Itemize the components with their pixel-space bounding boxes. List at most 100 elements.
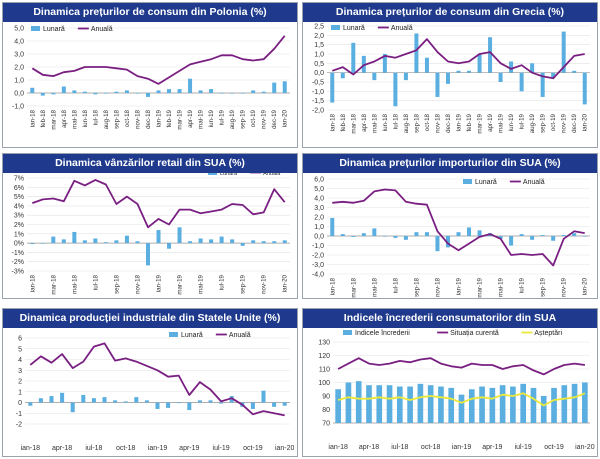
bar — [582, 382, 588, 423]
bar — [572, 70, 577, 73]
x-tick-label: aug-19 — [529, 113, 536, 133]
x-tick-label: nov-19 — [561, 113, 568, 132]
y-tick-label: 130 — [318, 340, 330, 347]
chart-title: Dinamica prețurilor importurilor din SUA… — [303, 154, 597, 173]
x-tick-label: iul-19 — [519, 113, 526, 129]
bar — [427, 385, 434, 423]
y-tick-label: 2,0 — [314, 33, 324, 40]
bar — [155, 402, 160, 409]
bar — [424, 57, 429, 73]
legend-label: Lunară — [475, 179, 497, 186]
bar — [458, 394, 465, 423]
x-tick-label: iul-18 — [92, 109, 99, 125]
bar — [530, 63, 535, 73]
x-tick-label: oct-18 — [116, 445, 136, 452]
x-tick-label: apr-18 — [359, 444, 379, 451]
bar — [250, 402, 255, 409]
chart-title: Dinamica producției industriale din Stat… — [3, 309, 297, 328]
bar — [282, 240, 287, 244]
bar — [351, 236, 356, 237]
bar — [396, 386, 403, 423]
chart-panel-incredere-sua: Indicele încrederii consumatorilor din S… — [302, 308, 598, 457]
chart-svg: 70 80 90 100 110 120 130 ian-18 apr-18 iul-18 oct-… — [318, 330, 595, 451]
bar — [124, 235, 129, 244]
bar — [198, 238, 203, 244]
legend-label: Lunară — [181, 332, 203, 339]
bar — [561, 31, 566, 73]
bar — [551, 387, 557, 423]
bar — [91, 398, 96, 403]
bar — [382, 236, 387, 237]
x-tick-label: ian-19 — [148, 445, 168, 452]
bar — [261, 91, 266, 93]
x-tick-label: mar-19 — [477, 113, 484, 133]
x-tick-label: mar-18 — [50, 274, 57, 294]
bar — [403, 236, 408, 240]
y-tick-label: 4,0 — [14, 39, 24, 46]
x-tick-label: feb-18 — [340, 113, 347, 131]
y-tick-label: 3,0 — [14, 52, 24, 59]
legend-label: Lunară — [43, 26, 65, 33]
bar — [477, 54, 482, 73]
x-tick-label: iul-18 — [85, 445, 102, 452]
bar — [498, 236, 503, 239]
y-tick-label: 1,0 — [314, 52, 324, 59]
x-tick-label: iul-18 — [392, 113, 399, 129]
series-line — [332, 38, 585, 80]
x-tick-label: nov-18 — [434, 277, 441, 296]
y-tick-label: -2,0 — [312, 253, 324, 260]
chart-svg: -3% -2% -1% 0% 1% 2% 3% 4% 5% 6% 7% ian-18 mar-18 mai… — [12, 173, 290, 295]
bar — [340, 72, 345, 79]
chart-svg: -2 -1 0 1 2 3 4 5 6 ian-18 apr-18 iul-18 oct-18 ian-1… — [16, 332, 295, 452]
bar — [135, 93, 140, 94]
x-tick-label: ian-19 — [456, 113, 463, 131]
y-tick-label: 2,0 — [314, 215, 324, 222]
y-tick-label: 0% — [14, 241, 24, 248]
legend-swatch — [208, 173, 217, 175]
bar — [103, 242, 108, 244]
bar — [540, 396, 547, 423]
y-tick-label: -1% — [12, 250, 24, 257]
x-tick-label: apr-19 — [187, 109, 194, 127]
bar — [530, 387, 537, 423]
y-tick-label: 0,0 — [314, 70, 324, 77]
bar — [251, 90, 256, 93]
x-tick-label: iul-19 — [219, 274, 226, 290]
x-tick-label: apr-18 — [61, 109, 68, 127]
bar — [82, 240, 87, 244]
x-tick-label: ian-20 — [282, 109, 289, 127]
bar — [351, 42, 356, 73]
y-tick-label: 2 — [18, 379, 22, 386]
y-tick-label: 0 — [18, 400, 22, 407]
x-tick-label: nov-18 — [434, 113, 441, 132]
y-tick-label: 4 — [18, 357, 22, 364]
bar — [167, 89, 172, 93]
legend-label: Anuală — [263, 173, 281, 177]
bar — [240, 93, 245, 94]
y-tick-label: -3,0 — [312, 262, 324, 269]
y-tick-label: 90 — [322, 394, 330, 401]
bar — [435, 72, 440, 97]
x-tick-label: iul-19 — [213, 445, 230, 452]
legend-label: Lunară — [220, 173, 238, 177]
legend-label: Așteptări — [534, 330, 562, 337]
y-tick-label: 80 — [322, 407, 330, 414]
x-tick-label: ian-18 — [29, 274, 36, 292]
x-tick-label: sep-19 — [240, 274, 247, 293]
bar — [40, 243, 45, 244]
bar — [372, 72, 377, 81]
series-line — [337, 392, 586, 407]
bar — [467, 70, 472, 73]
y-tick-label: -1,0 — [312, 243, 324, 250]
bar — [519, 72, 524, 92]
y-tick-label: 120 — [318, 353, 330, 360]
bar — [561, 385, 568, 423]
bar — [114, 240, 119, 244]
bar — [345, 382, 352, 423]
x-tick-label: mar-18 — [350, 113, 357, 133]
bar — [38, 398, 43, 403]
y-tick-label: 0,0 — [314, 234, 324, 241]
x-tick-label: ian-20 — [582, 277, 589, 295]
x-tick-label: oct-19 — [250, 109, 257, 127]
x-tick-label: nov-19 — [261, 109, 268, 128]
